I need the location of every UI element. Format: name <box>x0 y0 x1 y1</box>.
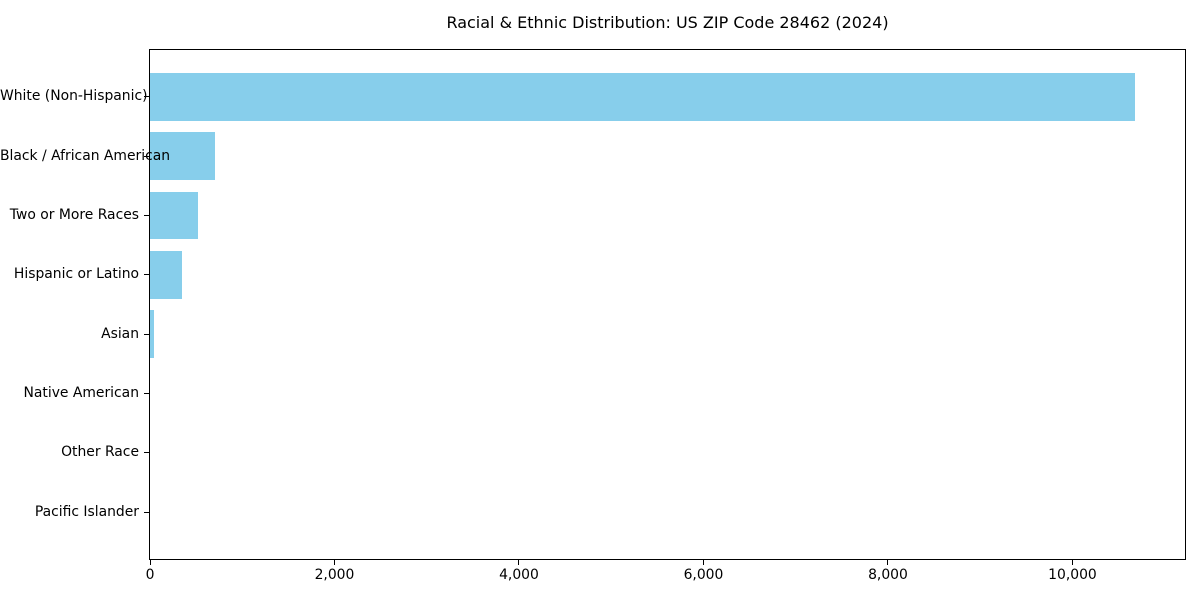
bar-white-non-hispanic <box>150 73 1136 121</box>
x-tick-label-2000: 2,000 <box>314 567 355 583</box>
x-tick-mark <box>518 560 520 565</box>
y-tick-mark <box>144 452 149 454</box>
x-tick-label-6000: 6,000 <box>683 567 724 583</box>
y-tick-label-hispanic-or-latino: Hispanic or Latino <box>13 266 139 283</box>
y-tick-label-asian: Asian <box>101 325 139 342</box>
x-tick-mark <box>702 560 704 565</box>
x-tick-mark <box>333 560 335 565</box>
y-tick-label-pacific-islander: Pacific Islander <box>34 503 139 520</box>
bar-hispanic-or-latino <box>150 251 182 299</box>
x-tick-mark <box>149 560 151 565</box>
x-tick-mark <box>887 560 889 565</box>
x-tick-mark <box>1071 560 1073 565</box>
bar-two-or-more-races <box>150 191 198 240</box>
y-tick-mark <box>144 511 149 513</box>
y-tick-label-black-african-american: Black / African American <box>0 147 171 164</box>
bar-asian <box>150 310 155 358</box>
x-tick-label-8000: 8,000 <box>868 567 908 583</box>
y-tick-mark <box>144 333 149 335</box>
x-tick-label-4000: 4,000 <box>499 567 539 583</box>
y-tick-mark <box>144 274 149 276</box>
y-tick-mark <box>144 96 149 98</box>
x-tick-label-0: 0 <box>145 567 155 583</box>
y-tick-mark <box>144 215 149 216</box>
y-tick-label-two-or-more-races: Two or More Races <box>9 207 139 223</box>
y-tick-label-white-non-hispanic: White (Non-Hispanic) <box>0 88 148 105</box>
chart-title: Racial & Ethnic Distribution: US ZIP Cod… <box>446 13 889 32</box>
y-tick-mark <box>144 392 149 394</box>
bar-black-african-american <box>150 132 215 180</box>
y-tick-mark <box>144 155 149 157</box>
x-tick-label-10000: 10,000 <box>1048 567 1097 583</box>
y-tick-label-native-american: Native American <box>23 384 140 401</box>
y-tick-label-other-race: Other Race <box>61 444 139 461</box>
plot-area <box>149 49 1186 560</box>
